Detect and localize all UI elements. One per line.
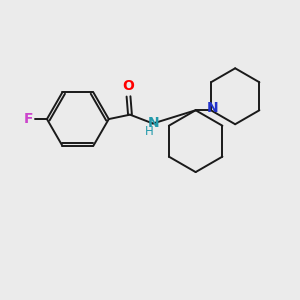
Text: N: N (206, 101, 218, 115)
Text: H: H (145, 125, 154, 138)
Text: N: N (148, 116, 160, 130)
Text: O: O (123, 79, 134, 93)
Text: F: F (23, 112, 33, 126)
